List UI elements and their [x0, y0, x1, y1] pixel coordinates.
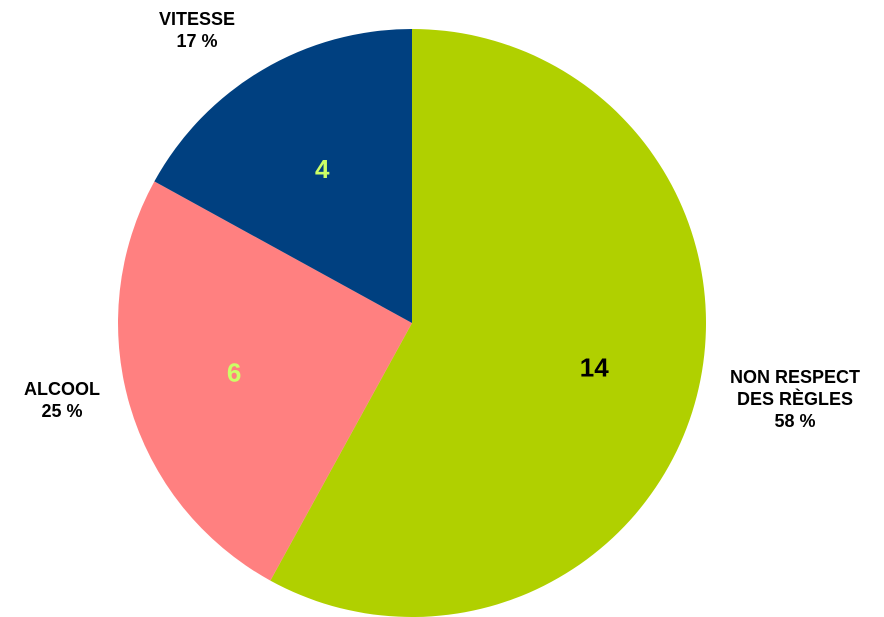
percent-label: 58 % [774, 411, 816, 431]
count-label: 6 [227, 358, 241, 388]
pie-slice [118, 181, 413, 581]
category-label: ALCOOL [24, 379, 100, 399]
count-label: 4 [315, 154, 330, 184]
category-label: NON RESPECT DES RÈGLES [729, 367, 861, 409]
percent-label: 17 % [176, 31, 218, 51]
percent-label: 25 % [41, 401, 83, 421]
slice-label: ALCOOL 25 % [2, 378, 122, 422]
pie-slice [270, 29, 707, 617]
slice-label: VITESSE 17 % [137, 8, 257, 52]
category-label: VITESSE [158, 9, 236, 29]
count-label: 14 [580, 353, 609, 383]
slice-label: NON RESPECT DES RÈGLES 58 % [720, 366, 870, 432]
pie-slice [154, 29, 412, 323]
